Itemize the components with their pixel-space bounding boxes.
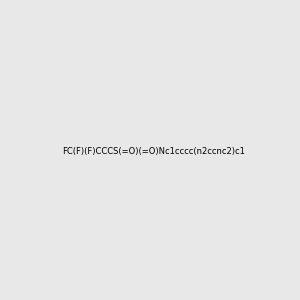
Text: FC(F)(F)CCCS(=O)(=O)Nc1cccc(n2ccnc2)c1: FC(F)(F)CCCS(=O)(=O)Nc1cccc(n2ccnc2)c1 (62, 147, 245, 156)
